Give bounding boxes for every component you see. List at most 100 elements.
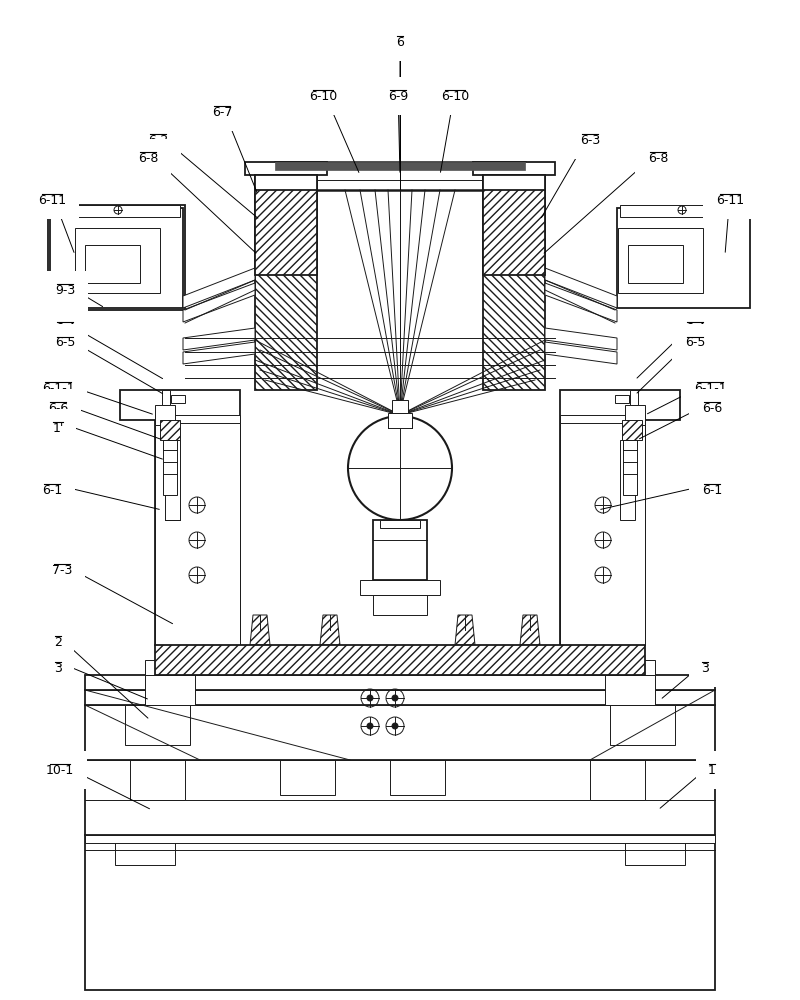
- Text: 6-11: 6-11: [38, 194, 66, 207]
- Bar: [623, 440, 637, 495]
- Bar: [275, 162, 525, 190]
- Polygon shape: [545, 342, 617, 364]
- Text: 6-1-1: 6-1-1: [694, 381, 726, 394]
- Text: 6-5: 6-5: [55, 336, 75, 350]
- Bar: [255, 175, 317, 190]
- Bar: [628, 245, 683, 283]
- Bar: [85, 835, 715, 843]
- Bar: [622, 420, 642, 440]
- Bar: [165, 440, 180, 520]
- Bar: [171, 395, 185, 403]
- Bar: [620, 650, 640, 660]
- Bar: [625, 405, 645, 425]
- Text: 7-3: 7-3: [52, 564, 72, 576]
- Text: 6-10: 6-10: [309, 90, 337, 103]
- Bar: [160, 420, 180, 440]
- Polygon shape: [183, 328, 255, 350]
- Text: 6-11: 6-11: [716, 194, 744, 207]
- Text: 3: 3: [701, 662, 709, 674]
- Polygon shape: [545, 328, 617, 350]
- Polygon shape: [545, 268, 617, 308]
- Text: 6: 6: [396, 35, 404, 48]
- Bar: [50, 208, 183, 308]
- Bar: [145, 675, 195, 705]
- Bar: [245, 162, 327, 175]
- Text: 3: 3: [54, 662, 62, 674]
- Bar: [620, 205, 740, 217]
- Bar: [160, 650, 180, 660]
- Bar: [620, 440, 635, 520]
- Bar: [275, 162, 525, 170]
- Text: 6-7: 6-7: [212, 105, 232, 118]
- Text: 1: 1: [708, 764, 716, 776]
- Bar: [483, 175, 545, 190]
- Bar: [178, 650, 184, 660]
- Bar: [615, 395, 629, 403]
- Bar: [483, 175, 545, 275]
- Bar: [483, 175, 545, 390]
- Text: 6-1-1: 6-1-1: [42, 381, 74, 394]
- Text: 6-2: 6-2: [148, 133, 168, 146]
- Bar: [473, 162, 555, 175]
- Bar: [360, 580, 440, 595]
- Text: 6-10: 6-10: [441, 90, 469, 103]
- Polygon shape: [320, 615, 340, 645]
- Text: 6-6: 6-6: [48, 401, 68, 414]
- Polygon shape: [250, 615, 270, 645]
- Polygon shape: [183, 268, 255, 308]
- Text: 10-1: 10-1: [46, 764, 74, 776]
- Bar: [155, 420, 240, 645]
- Polygon shape: [183, 342, 255, 364]
- Text: 6-5: 6-5: [685, 336, 705, 350]
- Circle shape: [367, 695, 373, 701]
- Polygon shape: [183, 283, 255, 322]
- Bar: [373, 520, 427, 580]
- Bar: [85, 760, 715, 835]
- Bar: [390, 760, 445, 795]
- Bar: [625, 835, 685, 865]
- Bar: [392, 400, 408, 413]
- Bar: [610, 705, 675, 745]
- Bar: [155, 645, 645, 675]
- Bar: [125, 705, 190, 745]
- Bar: [590, 760, 645, 800]
- Polygon shape: [455, 615, 475, 645]
- Bar: [85, 675, 715, 690]
- Bar: [618, 228, 703, 293]
- Polygon shape: [520, 615, 540, 645]
- Text: 6-8: 6-8: [648, 151, 668, 164]
- Text: 9-3: 9-3: [55, 284, 75, 296]
- Bar: [605, 660, 655, 675]
- Bar: [255, 175, 317, 390]
- Bar: [115, 835, 175, 865]
- Polygon shape: [560, 390, 680, 645]
- Bar: [85, 705, 715, 760]
- Bar: [373, 595, 427, 615]
- Bar: [162, 390, 170, 405]
- Bar: [163, 440, 177, 495]
- Bar: [560, 415, 645, 423]
- Text: 2: 2: [54, 636, 62, 648]
- Text: 6-1: 6-1: [42, 484, 62, 496]
- Bar: [155, 415, 240, 423]
- Text: 6-4: 6-4: [685, 322, 705, 334]
- Bar: [60, 205, 180, 217]
- Text: 6-6: 6-6: [702, 401, 722, 414]
- Bar: [630, 390, 638, 405]
- Bar: [388, 413, 412, 428]
- Text: 6-1: 6-1: [702, 484, 722, 496]
- Text: 6-4: 6-4: [55, 322, 75, 334]
- Bar: [605, 675, 655, 705]
- Polygon shape: [565, 615, 585, 645]
- Bar: [130, 760, 185, 800]
- Text: 6-9: 6-9: [388, 90, 408, 103]
- Bar: [85, 690, 715, 705]
- Bar: [85, 835, 715, 990]
- Circle shape: [392, 695, 398, 701]
- Polygon shape: [120, 390, 240, 645]
- Bar: [85, 245, 140, 283]
- Text: 6-8: 6-8: [138, 151, 158, 164]
- Polygon shape: [48, 205, 185, 310]
- Circle shape: [367, 723, 373, 729]
- Bar: [380, 520, 420, 528]
